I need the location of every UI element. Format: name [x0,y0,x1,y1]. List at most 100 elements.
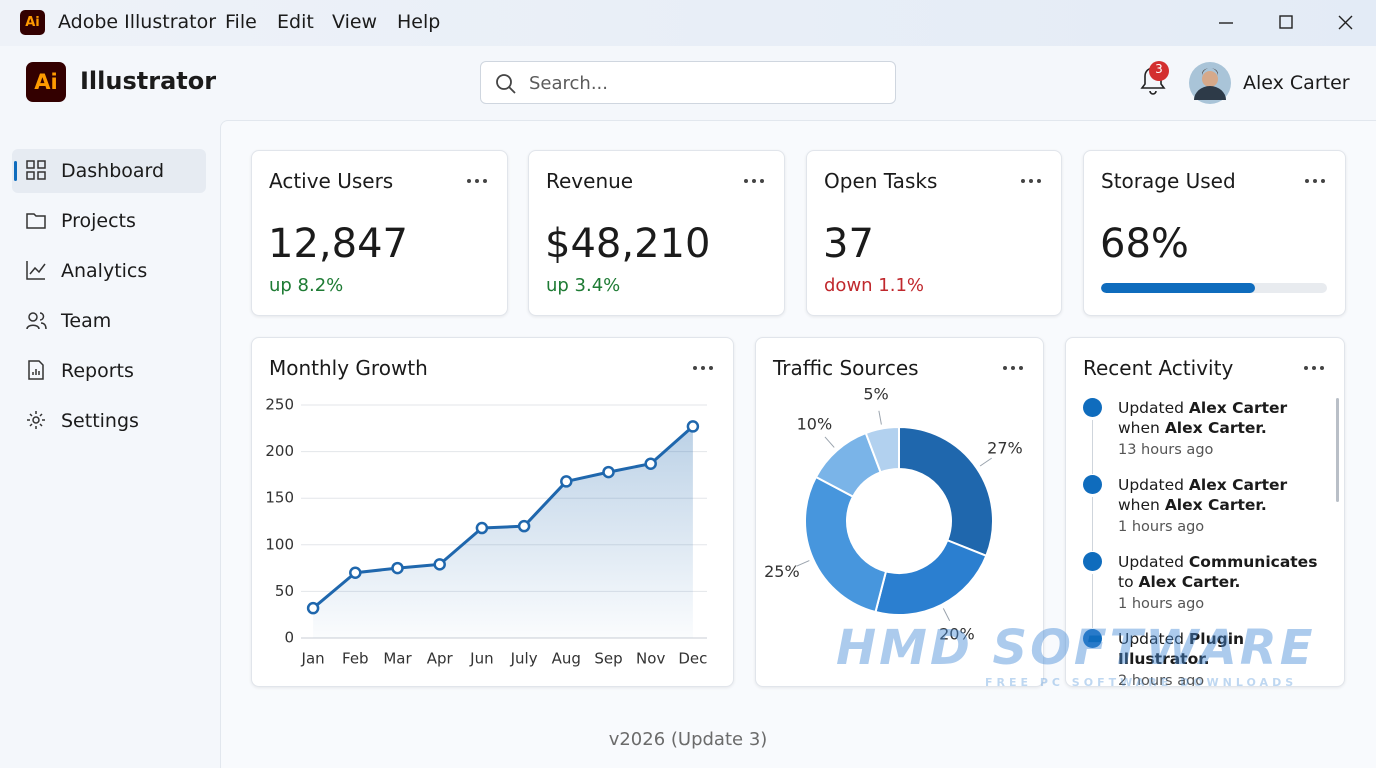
y-tick-label: 200 [265,442,294,460]
donut-slice [864,425,900,474]
nav-icon [26,261,46,280]
stat-title: Active Users [269,169,394,193]
dot [709,366,713,370]
dot [1321,179,1325,183]
nav-item[interactable]: Team [12,299,206,343]
stat-change: down 1.1% [824,275,925,296]
activity-time: 1 hours ago [1118,519,1205,535]
activity-time: 1 hours ago [1118,596,1205,612]
active-indicator [14,161,17,181]
scrollbar [1336,398,1339,502]
activity-action: Updated [1118,399,1184,417]
x-tick-label: Nov [636,650,665,668]
menu-item[interactable]: File [225,11,257,33]
nav-label: Projects [61,210,136,232]
point [686,420,700,433]
main-panel: Active Users 12,847 up 8.2% Revenue $48,210 u… [220,120,1376,768]
leader-line [878,410,882,425]
activity-subject: Communicates [1188,553,1318,571]
stat-value: 68% [1100,221,1189,267]
more-button[interactable] [1021,179,1041,183]
slice-label: 25% [764,562,800,581]
nav-icon [27,411,45,429]
notification-count: 3 [1155,62,1163,76]
notification-bell[interactable] [1134,58,1174,98]
window-controls[interactable] [1200,0,1376,46]
timeline-line [1092,497,1093,551]
menu-item[interactable]: Help [397,11,441,33]
dot [1313,179,1317,183]
x-tick-label: Mar [383,650,412,668]
stat-value: 12,847 [268,221,408,267]
nav-icon [28,360,44,380]
y-tick-label: 0 [284,629,294,647]
more-button[interactable] [744,179,764,183]
nav-item[interactable]: Settings [12,399,206,443]
stat-card: Active Users 12,847 up 8.2% [251,150,508,316]
app-icon: Ai [20,10,45,35]
stat-title: Revenue [546,169,634,193]
icon-shape [27,411,45,429]
progress-fill [1101,283,1255,293]
search-box[interactable]: Search... [480,61,896,104]
header: Ai Illustrator Search... 3 Alex Carter [0,46,1376,120]
menu-item[interactable]: Edit [277,11,314,33]
activity-subject: Plugin Illustrator. [1118,630,1245,668]
dot [744,179,748,183]
brand-logo: Ai [26,62,66,102]
dot [693,366,697,370]
timeline-line [1092,574,1093,628]
point [644,457,657,470]
point [517,519,531,533]
slice-label: 10% [797,414,833,433]
nav-item[interactable]: Projects [12,199,206,243]
stat-card: Revenue $48,210 up 3.4% [528,150,785,316]
nav-icon [26,213,46,229]
stat-value: 37 [823,221,874,267]
slice-label: 20% [939,625,975,644]
activity-relation: when [1118,419,1160,437]
nav-label: Dashboard [61,160,165,182]
dot [483,179,487,183]
activity-action: Updated [1118,553,1184,571]
user-name: Alex Carter [1243,72,1350,94]
leader-line [979,457,992,467]
activity-text: Updated Plugin Illustrator. 2 hours ago [1118,629,1318,686]
x-tick-label: Jan [301,650,325,668]
nav-label: Team [61,310,112,332]
activity-relation: when [1118,496,1160,514]
more-button[interactable] [467,179,487,183]
user-avatar[interactable] [1189,62,1231,104]
point [349,566,362,580]
menu-item[interactable]: View [332,11,378,33]
more-button[interactable] [1003,366,1023,370]
point [602,465,615,479]
nav-item[interactable]: Reports [12,349,206,393]
nav-label: Settings [61,410,139,432]
stat-change: up 3.4% [546,275,621,296]
activity-object: Alex Carter. [1164,419,1267,437]
activity-title: Recent Activity [1083,356,1234,380]
more-button[interactable] [693,366,713,370]
nav-item[interactable]: Analytics [12,249,206,293]
progress-track [1101,283,1327,293]
dot [760,179,764,183]
sidebar: Dashboard Projects Analytics Team Reports Set… [0,120,220,768]
stat-title: Storage Used [1101,169,1236,193]
chart-title: Traffic Sources [773,356,919,380]
timeline-dot [1083,629,1102,648]
point [560,475,573,488]
more-button[interactable] [1305,179,1325,183]
x-tick-label: July [510,650,538,668]
y-tick-label: 100 [265,535,294,553]
nav-item[interactable]: Dashboard [12,149,206,193]
more-button[interactable] [1304,366,1324,370]
activity-action: Updated [1118,630,1184,648]
dot [1312,366,1316,370]
timeline-line [1092,420,1093,474]
icon-shape [28,360,44,380]
activity-relation: to [1118,573,1134,591]
dot [701,366,705,370]
timeline-dot [1083,552,1102,571]
